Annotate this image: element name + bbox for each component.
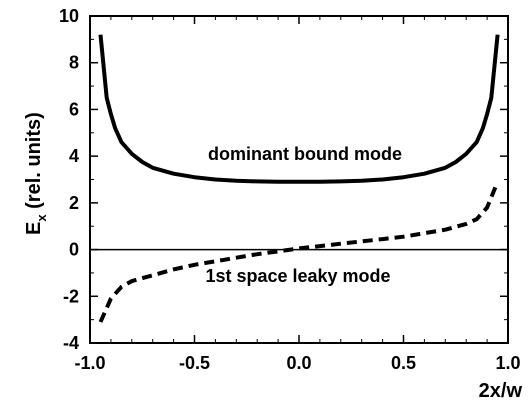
y-tick-label: 4: [69, 146, 79, 166]
x-tick-label: 0.0: [286, 353, 311, 373]
x-axis-title: 2x/w: [479, 380, 523, 402]
plot-frame: [89, 15, 509, 344]
series-line-1: [98, 181, 500, 323]
y-axis-title: Ex (rel. units): [23, 112, 49, 235]
y-tick-label: 2: [69, 193, 79, 213]
labels: Ex (rel. units) 2x/w dominant bound mode…: [23, 112, 522, 402]
series-label-dominant-bound-mode: dominant bound mode: [208, 144, 402, 164]
axes: -1.0 -0.5 0.0 0.5 1.0 -4 -2 0 2 4 6 8 10: [59, 6, 521, 373]
y-tick-label: 6: [69, 99, 79, 119]
y-tick-label: 0: [69, 240, 79, 260]
series-label-leaky-mode: 1st space leaky mode: [205, 266, 390, 286]
x-tick-label: 1.0: [495, 353, 520, 373]
x-tick-label: -1.0: [74, 353, 105, 373]
y-tick-label: -4: [63, 333, 79, 353]
y-tick-label: -2: [63, 286, 79, 306]
y-tick-label: 10: [59, 6, 79, 26]
x-tick-label: -0.5: [179, 353, 210, 373]
x-tick-label: 0.5: [391, 353, 416, 373]
series-group: [98, 34, 500, 323]
y-tick-label: 8: [69, 53, 79, 73]
series-line-0: [98, 34, 500, 184]
